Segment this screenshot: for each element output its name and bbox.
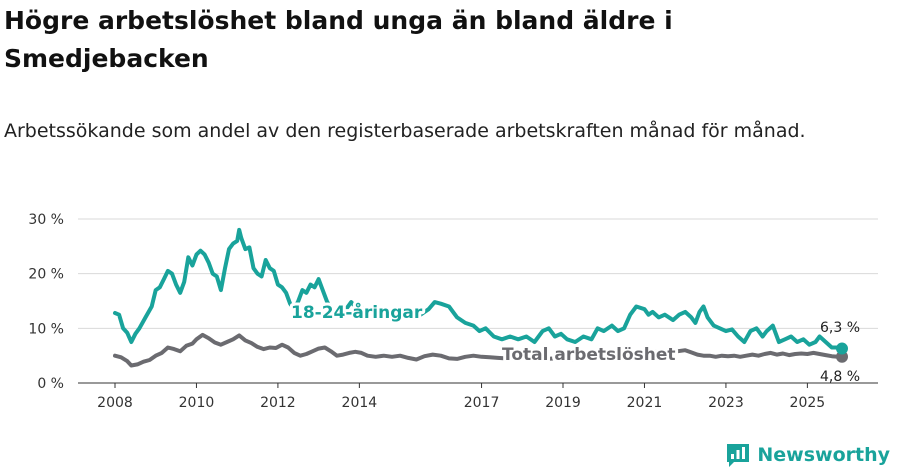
- newsworthy-logo-text: Newsworthy: [757, 444, 890, 466]
- x-tick-label: 2021: [627, 395, 663, 411]
- series-labels: 18-24-åringar Total arbetslöshet 6,3 % 4…: [288, 298, 860, 385]
- chart-title: Högre arbetslöshet bland unga än bland ä…: [4, 6, 673, 73]
- x-tick-label: 2014: [342, 395, 378, 411]
- x-tick-label: 2025: [790, 395, 826, 411]
- y-tick-label: 10 %: [28, 321, 64, 337]
- newsworthy-logo-icon: [727, 444, 750, 467]
- axes: 0 % 10 % 20 % 30 % 2008 2010 2012 2014 2017 2019 2…: [28, 212, 825, 411]
- y-tick-label: 0 %: [37, 376, 64, 392]
- gridlines: [78, 218, 878, 384]
- end-value-youth: 6,3 %: [820, 320, 860, 336]
- series-label-youth: 18-24-åringar: [291, 301, 423, 323]
- end-point-total: [836, 350, 848, 363]
- x-tick-label: 2010: [179, 395, 215, 411]
- y-tick-label: 30 %: [28, 212, 64, 228]
- line-chart: 0 % 10 % 20 % 30 % 2008 2010 2012 2014 2017 2019 2…: [28, 212, 878, 411]
- series-lines: [113, 227, 848, 368]
- chart-subtitle: Arbetssökande som andel av den registerb…: [4, 120, 806, 142]
- x-tick-label: 2008: [97, 395, 133, 411]
- y-tick-label: 20 %: [28, 267, 64, 283]
- series-line-youth: [113, 227, 844, 351]
- series-line-total: [113, 332, 844, 368]
- series-label-total: Total arbetslöshet: [502, 345, 676, 365]
- end-value-total: 4,8 %: [820, 369, 860, 385]
- newsworthy-logo: Newsworthy: [725, 442, 890, 468]
- end-point-youth: [836, 342, 848, 355]
- x-tick-label: 2019: [545, 395, 581, 411]
- x-tick-label: 2017: [464, 395, 500, 411]
- x-tick-label: 2023: [708, 395, 744, 411]
- x-tick-label: 2012: [260, 395, 296, 411]
